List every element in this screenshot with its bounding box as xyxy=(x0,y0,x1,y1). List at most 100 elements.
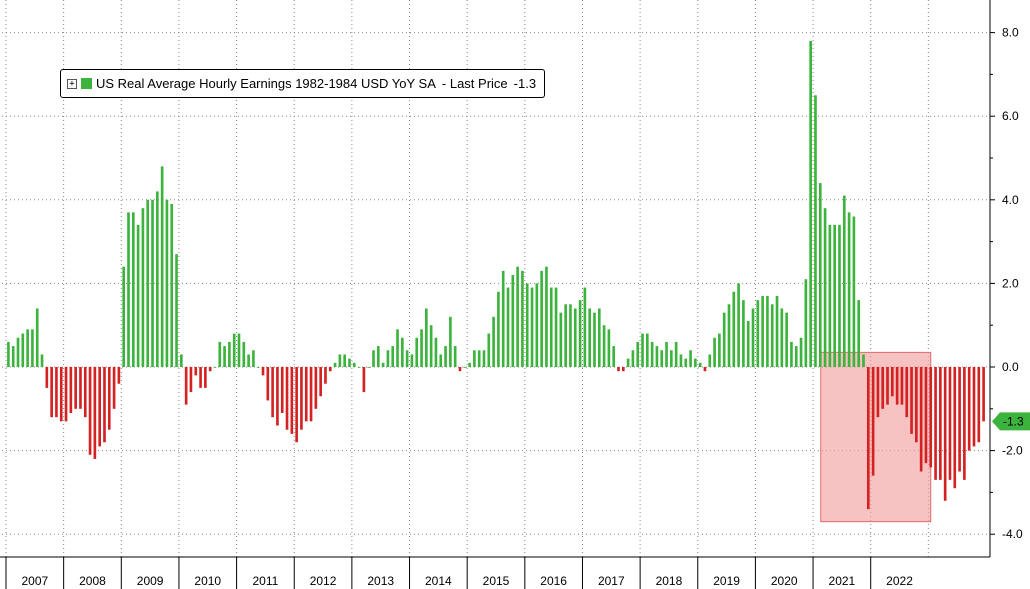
x-tick-label: 2022 xyxy=(886,574,913,588)
y-tick-label: -4.0 xyxy=(1002,527,1023,541)
bar xyxy=(626,358,630,367)
bar xyxy=(670,350,673,367)
bar xyxy=(69,367,73,413)
bar xyxy=(156,191,159,367)
bar xyxy=(554,287,558,367)
bar xyxy=(434,337,438,367)
bar xyxy=(713,337,716,367)
bar xyxy=(804,279,808,367)
last-price-marker: -1.3 xyxy=(992,412,1030,431)
x-tick-label: 2012 xyxy=(310,574,337,588)
x-tick-label: 2015 xyxy=(483,574,510,588)
bar xyxy=(449,316,452,367)
x-tick-label: 2007 xyxy=(21,574,48,588)
bar xyxy=(11,346,15,367)
bar xyxy=(794,346,798,367)
bar xyxy=(698,362,702,367)
bar xyxy=(45,367,49,388)
x-tick-label: 2010 xyxy=(194,574,221,588)
bar xyxy=(636,341,640,367)
bar xyxy=(213,367,217,368)
bar xyxy=(7,341,10,367)
legend-swatch xyxy=(81,78,92,89)
legend: + US Real Average Hourly Earnings 1982-1… xyxy=(60,69,546,98)
bar xyxy=(588,308,591,367)
bar xyxy=(266,367,270,401)
bar xyxy=(381,362,385,367)
bar xyxy=(905,367,909,418)
bar xyxy=(309,367,313,422)
bar xyxy=(232,333,236,367)
bar xyxy=(98,367,101,447)
bar xyxy=(367,367,371,368)
bars xyxy=(7,40,985,510)
bar xyxy=(107,367,111,430)
legend-last-price-value: -1.3 xyxy=(513,76,537,91)
bar xyxy=(852,216,856,367)
bar xyxy=(468,362,471,367)
bar xyxy=(223,346,226,367)
bar xyxy=(208,367,212,372)
bar xyxy=(420,329,423,367)
bar xyxy=(862,354,865,367)
bar xyxy=(31,329,34,367)
bar xyxy=(545,266,548,367)
bar xyxy=(742,300,745,367)
bar xyxy=(967,367,971,451)
x-tick-label: 2008 xyxy=(79,574,106,588)
x-tick-label: 2017 xyxy=(598,574,625,588)
bar xyxy=(953,367,957,489)
bar xyxy=(131,212,135,367)
bar xyxy=(194,367,198,376)
bar xyxy=(540,270,543,367)
bar xyxy=(247,354,250,367)
x-tick-label: 2021 xyxy=(829,574,856,588)
bar xyxy=(136,224,140,367)
bar xyxy=(391,346,395,367)
bar xyxy=(304,367,308,422)
bar xyxy=(895,367,899,405)
bar xyxy=(593,312,596,367)
bar xyxy=(910,367,913,434)
bar xyxy=(93,367,97,459)
bar xyxy=(809,40,812,368)
bar xyxy=(775,295,779,367)
bar xyxy=(290,367,294,434)
bar xyxy=(64,367,68,422)
bar xyxy=(799,337,803,367)
bar xyxy=(261,367,265,376)
expand-plus-icon[interactable]: + xyxy=(67,78,77,89)
bar xyxy=(516,266,519,367)
bar xyxy=(948,367,952,480)
last-price-tag-label: -1.3 xyxy=(1003,414,1024,428)
bar xyxy=(453,346,457,367)
x-tick-label: 2019 xyxy=(713,574,740,588)
y-tick-label: 2.0 xyxy=(1002,276,1019,290)
bar xyxy=(621,367,625,372)
bar xyxy=(929,367,933,468)
bar xyxy=(722,312,726,367)
y-tick-label: 8.0 xyxy=(1002,26,1019,40)
bar xyxy=(362,367,366,393)
bar xyxy=(425,308,428,367)
bar xyxy=(112,367,116,409)
bar xyxy=(429,325,433,367)
bar xyxy=(694,358,697,367)
bar xyxy=(689,350,692,367)
bar xyxy=(376,346,380,367)
bar xyxy=(559,312,563,367)
bar xyxy=(900,367,904,405)
bar xyxy=(602,325,606,367)
bar xyxy=(338,354,342,367)
bar xyxy=(405,350,409,367)
bar xyxy=(88,367,92,455)
bar xyxy=(256,367,260,368)
bar xyxy=(497,291,500,367)
bar xyxy=(276,367,279,426)
bar xyxy=(103,367,106,443)
bar xyxy=(141,208,145,367)
y-tick-label: 0.0 xyxy=(1002,360,1019,374)
bar xyxy=(189,367,193,393)
bar xyxy=(655,346,659,367)
x-tick-label: 2016 xyxy=(540,574,567,588)
